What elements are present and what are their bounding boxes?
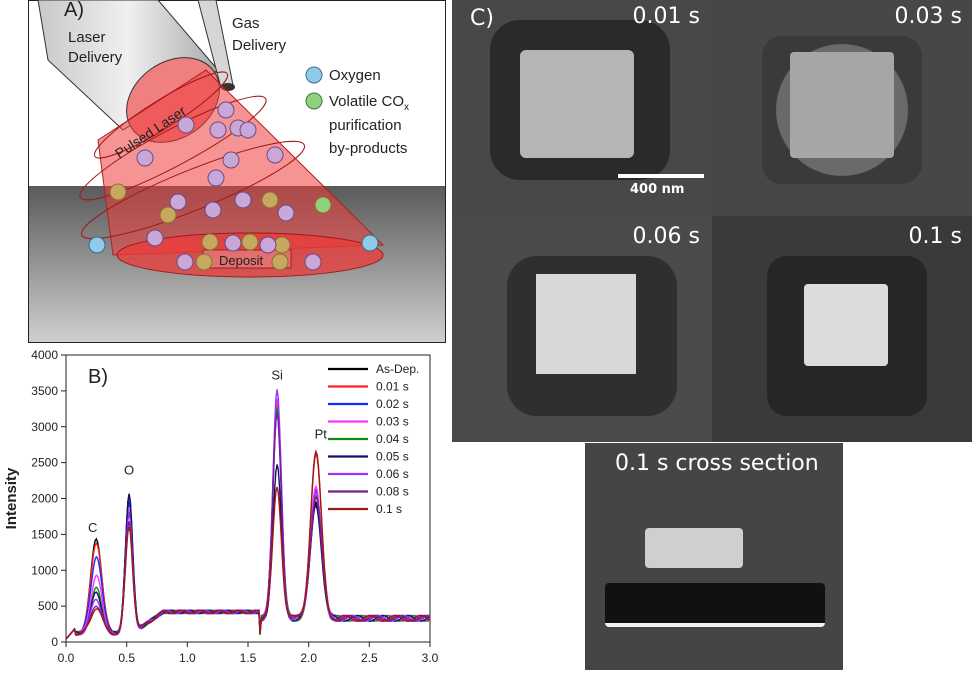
x-tick-label: 2.0 [300,651,317,665]
legend-label: 0.01 s [376,380,409,394]
scale-bar [618,174,704,178]
legend-label: 0.08 s [376,485,409,499]
panel-a-schematic: Deposit Pulsed Laser Laser Delivery Gas … [28,0,446,343]
y-tick-label: 2500 [31,456,58,470]
time-label-003s: 0.03 s [894,4,962,29]
legend-label: 0.02 s [376,397,409,411]
x-tick-label: 2.5 [361,651,378,665]
x-tick-label: 3.0 [422,651,439,665]
peak-label-pt: Pt [315,427,328,442]
y-tick-label: 3500 [31,384,58,398]
time-label-001s: 0.01 s [632,4,700,29]
peak-label-si: Si [271,368,283,383]
legend-label: As-Dep. [376,362,419,376]
legend-oxygen-swatch [305,66,323,84]
y-tick-label: 3000 [31,420,58,434]
free-oxygen-molecules [88,234,379,254]
oxygen-molecules-in-beam [136,101,322,271]
spectrum-chart-svg: 0 500 1000 1500 2000 2500 3000 3500 4000 0.0 0.5 1.… [3,348,439,665]
x-tick-label: 0.0 [58,651,75,665]
panel-b-label: B) [88,366,108,388]
y-tick-label: 2000 [31,492,58,506]
legend-label: 0.06 s [376,467,409,481]
legend-label: 0.04 s [376,432,409,446]
time-label-006s: 0.06 s [632,224,700,249]
sem-image-003s: 0.03 s [712,0,972,216]
gas-delivery-label-2: Delivery [232,37,287,54]
legend-oxygen-label: Oxygen [329,67,381,84]
deposit-label: Deposit [219,253,263,268]
sem-image-01s: 0.1 s [712,216,972,442]
x-tick-label: 1.5 [240,651,257,665]
legend-volatile-line3: by-products [329,140,407,157]
byproduct-particles [109,183,332,271]
legend-label: 0.1 s [376,502,402,516]
panel-c-label: C) [470,6,494,31]
spectrum-line [65,449,431,640]
sem-image-cross-section: 0.1 s cross section [585,443,843,670]
peak-label-o: O [124,462,134,477]
laser-delivery-label-2: Delivery [68,49,123,66]
x-tick-label: 1.0 [179,651,196,665]
legend-volatile-label: Volatile COx [329,93,409,113]
y-tick-label: 500 [38,599,58,613]
legend-label: 0.05 s [376,450,409,464]
panel-a-svg: Deposit Pulsed Laser Laser Delivery Gas … [28,0,446,343]
laser-delivery-label-1: Laser [68,29,106,46]
legend-volatile-swatch [305,92,323,110]
y-tick-label: 1500 [31,527,58,541]
sem-image-006s: 0.06 s [452,216,712,442]
y-tick-label: 4000 [31,348,58,362]
x-tick-label: 0.5 [118,651,135,665]
time-label-01s: 0.1 s [908,224,962,249]
legend-volatile-line2: purification [329,117,402,134]
panel-a-label: A) [64,0,84,21]
spectrum-line [65,464,431,640]
peak-label-c: C [88,520,97,535]
gas-delivery-label-1: Gas [232,15,260,32]
scale-bar-label: 400 nm [630,182,685,197]
cross-section-label: 0.1 s cross section [615,451,819,476]
y-axis-label: Intensity [3,467,20,529]
y-tick-label: 1000 [31,563,58,577]
y-tick-label: 0 [51,635,58,649]
sem-image-001s: 400 nm C) 0.01 s [452,0,712,216]
legend-label: 0.03 s [376,415,409,429]
panel-b-chart: 0 500 1000 1500 2000 2500 3000 3500 4000 0.0 0.5 1.… [0,345,446,670]
